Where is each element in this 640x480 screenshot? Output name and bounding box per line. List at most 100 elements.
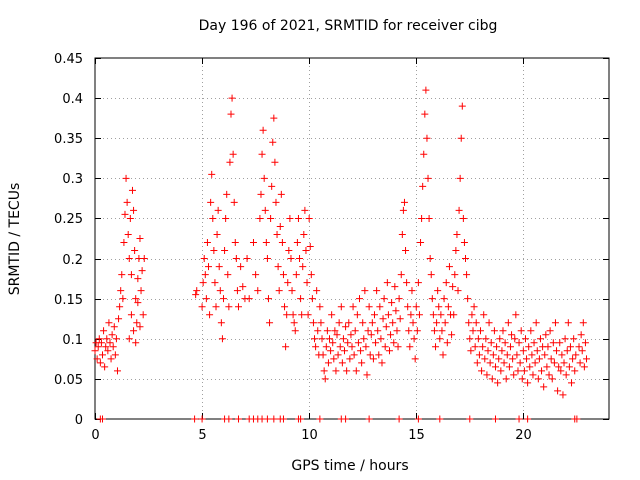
data-point: [513, 351, 521, 359]
data-point: [132, 295, 140, 303]
data-point: [126, 214, 134, 222]
data-point: [518, 375, 526, 383]
data-point: [491, 363, 499, 371]
y-tick-label: 0.05: [54, 373, 83, 388]
data-point: [499, 327, 507, 335]
data-point: [303, 279, 311, 287]
data-point: [410, 335, 418, 343]
data-point: [396, 315, 404, 323]
data-point: [372, 339, 380, 347]
data-point: [571, 367, 579, 375]
data-point: [380, 295, 388, 303]
data-point: [428, 295, 436, 303]
data-point: [230, 198, 238, 206]
data-point: [363, 371, 371, 379]
y-tick-label: 0.15: [54, 293, 83, 308]
data-point: [385, 347, 393, 355]
data-point: [95, 335, 103, 343]
data-point: [359, 319, 367, 327]
data-point: [109, 343, 117, 351]
data-point: [344, 339, 352, 347]
data-point: [302, 247, 310, 255]
data-point: [271, 158, 279, 166]
data-point: [524, 415, 532, 423]
data-point: [198, 303, 206, 311]
data-point: [390, 339, 398, 347]
data-point: [138, 267, 146, 275]
data-point: [412, 303, 420, 311]
data-point: [400, 198, 408, 206]
data-point: [121, 210, 129, 218]
data-point: [226, 158, 234, 166]
data-point: [524, 379, 532, 387]
data-point: [307, 271, 315, 279]
data-point: [426, 255, 434, 263]
data-point: [101, 363, 109, 371]
data-point: [249, 239, 257, 247]
data-point: [530, 339, 538, 347]
data-point: [365, 415, 373, 423]
data-point: [468, 311, 476, 319]
data-point: [425, 214, 433, 222]
data-point: [288, 287, 296, 295]
data-point: [319, 351, 327, 359]
data-point: [106, 339, 114, 347]
data-point: [124, 230, 132, 238]
data-point: [462, 255, 470, 263]
data-point: [414, 279, 422, 287]
data-point: [481, 355, 489, 363]
data-point: [402, 247, 410, 255]
data-point: [467, 347, 475, 355]
data-point: [565, 363, 573, 371]
data-point: [117, 287, 125, 295]
data-point: [215, 263, 223, 271]
data-point: [100, 327, 108, 335]
data-point: [113, 367, 121, 375]
data-point: [521, 335, 529, 343]
data-point: [290, 319, 298, 327]
data-point: [332, 367, 340, 375]
data-point: [465, 319, 473, 327]
data-point: [491, 415, 499, 423]
data-point: [419, 182, 427, 190]
data-point: [548, 375, 556, 383]
data-point: [471, 343, 479, 351]
data-point: [529, 371, 537, 379]
data-point: [391, 283, 399, 291]
chart-title: Day 196 of 2021, SRMTID for receiver cib…: [199, 18, 498, 34]
data-point: [329, 339, 337, 347]
data-point: [569, 355, 577, 363]
data-point: [105, 319, 113, 327]
data-point: [234, 415, 242, 423]
data-point: [348, 343, 356, 351]
data-point: [222, 214, 230, 222]
data-point: [409, 319, 417, 327]
data-point: [473, 359, 481, 367]
data-point: [266, 319, 274, 327]
data-point: [208, 170, 216, 178]
data-point: [490, 327, 498, 335]
data-point: [275, 287, 283, 295]
plot-frame: [94, 57, 610, 420]
data-point: [269, 138, 277, 146]
data-point: [370, 311, 378, 319]
data-point: [205, 263, 213, 271]
data-point: [403, 279, 411, 287]
data-point: [234, 303, 242, 311]
data-point: [540, 383, 548, 391]
data-point: [437, 311, 445, 319]
x-tick-label: 5: [198, 428, 206, 443]
axis-ticks: [95, 58, 609, 420]
data-point: [322, 343, 330, 351]
data-point: [579, 319, 587, 327]
data-point: [132, 339, 140, 347]
data-point: [527, 327, 535, 335]
data-point: [216, 287, 224, 295]
data-point: [570, 335, 578, 343]
data-point: [111, 351, 119, 359]
data-point: [313, 287, 321, 295]
data-point: [273, 230, 281, 238]
data-point: [496, 335, 504, 343]
data-point: [562, 371, 570, 379]
